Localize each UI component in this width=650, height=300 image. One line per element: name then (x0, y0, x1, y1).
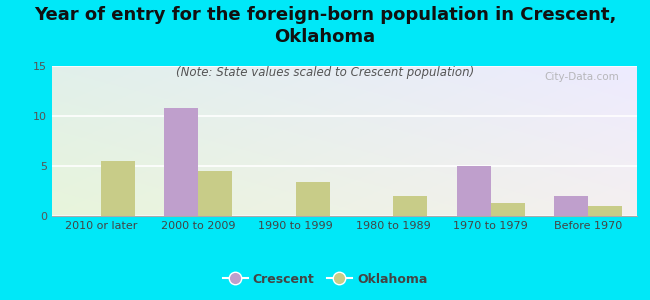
Bar (198, 171, 233, 216)
Bar (393, 196, 428, 216)
Bar (588, 206, 623, 216)
Text: (Note: State values scaled to Crescent population): (Note: State values scaled to Crescent p… (176, 66, 474, 79)
Text: City-Data.com: City-Data.com (545, 72, 619, 82)
Text: Year of entry for the foreign-born population in Crescent,
Oklahoma: Year of entry for the foreign-born popul… (34, 6, 616, 46)
Legend: Crescent, Oklahoma: Crescent, Oklahoma (218, 268, 432, 291)
Bar (164, 108, 198, 216)
Bar (101, 161, 135, 216)
Bar (554, 196, 588, 216)
Bar (491, 203, 525, 216)
Bar (457, 166, 491, 216)
Bar (296, 182, 330, 216)
